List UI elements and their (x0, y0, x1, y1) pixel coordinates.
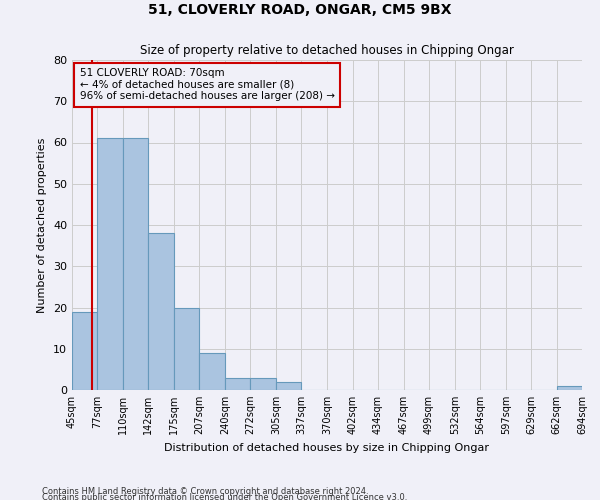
Title: Size of property relative to detached houses in Chipping Ongar: Size of property relative to detached ho… (140, 44, 514, 58)
Bar (97, 138, 123, 390)
Bar (250, 378, 277, 390)
Bar (123, 138, 148, 390)
Bar (148, 233, 174, 390)
Text: 51, CLOVERLY ROAD, ONGAR, CM5 9BX: 51, CLOVERLY ROAD, ONGAR, CM5 9BX (148, 2, 452, 16)
Bar (557, 386, 582, 390)
Bar (225, 378, 250, 390)
Bar (174, 308, 199, 390)
Text: Contains public sector information licensed under the Open Government Licence v3: Contains public sector information licen… (42, 493, 407, 500)
Bar (199, 353, 225, 390)
Bar (72, 312, 97, 390)
Text: Contains HM Land Registry data © Crown copyright and database right 2024.: Contains HM Land Registry data © Crown c… (42, 487, 368, 496)
Bar (277, 382, 301, 390)
X-axis label: Distribution of detached houses by size in Chipping Ongar: Distribution of detached houses by size … (164, 442, 490, 452)
Text: 51 CLOVERLY ROAD: 70sqm
← 4% of detached houses are smaller (8)
96% of semi-deta: 51 CLOVERLY ROAD: 70sqm ← 4% of detached… (80, 68, 335, 102)
Y-axis label: Number of detached properties: Number of detached properties (37, 138, 47, 312)
